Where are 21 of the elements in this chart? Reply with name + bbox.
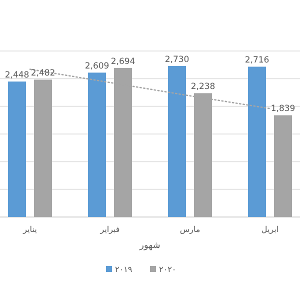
bar: [8, 82, 26, 217]
legend-label: ٢٠١٩: [115, 265, 132, 274]
bar: [168, 66, 186, 217]
bar: [274, 115, 292, 217]
bar: [88, 72, 106, 217]
data-label: 2,730: [164, 54, 190, 65]
data-label: 1,839: [270, 104, 296, 114]
bar: [248, 66, 266, 217]
data-label: 2,694: [110, 56, 136, 67]
x-tick-label: مارس: [180, 225, 200, 234]
bar: [34, 80, 52, 217]
x-tick-label: فبراير: [99, 225, 120, 234]
data-label: 2,448: [4, 70, 30, 81]
x-tick-label: ابريل: [261, 225, 279, 234]
legend-label: ٢٠٢٠: [159, 265, 176, 274]
data-label: 2,609: [84, 62, 110, 72]
data-label: 2,482: [30, 68, 56, 79]
x-axis-title: شهور: [138, 241, 160, 251]
data-label: 2,716: [244, 56, 270, 66]
data-label: 2,238: [190, 82, 216, 92]
x-tick-label: يناير: [22, 225, 37, 234]
